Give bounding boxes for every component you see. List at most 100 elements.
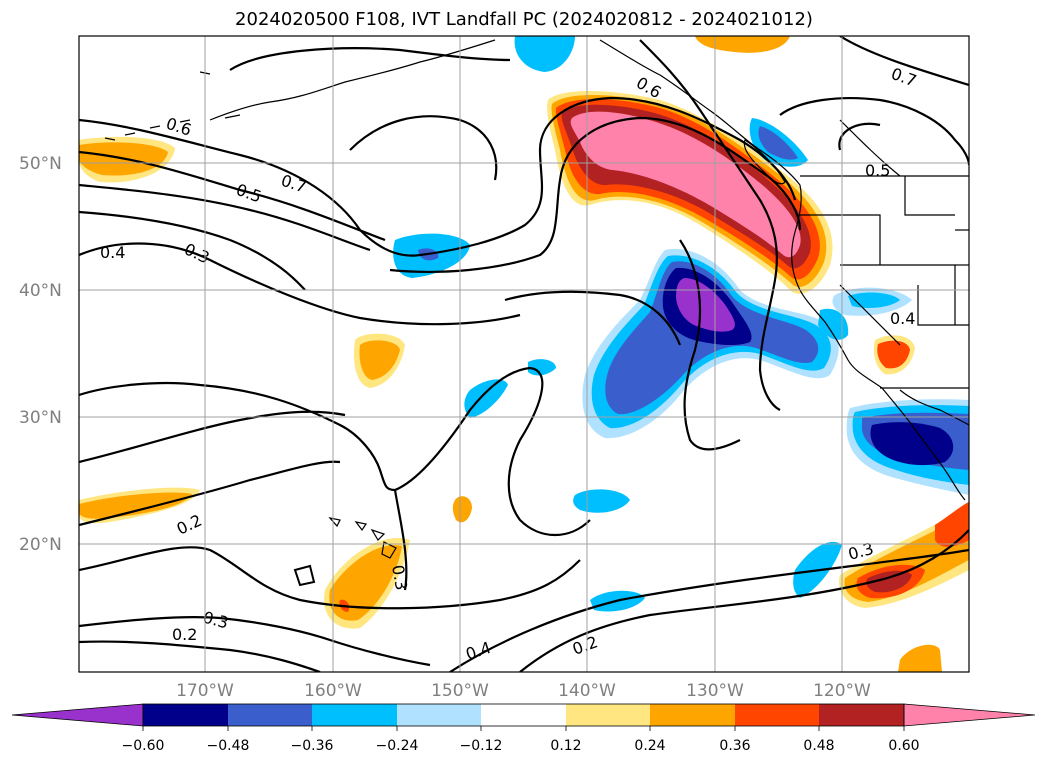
negative-nevada-core (848, 292, 900, 308)
contour-0.2-southeast (519, 529, 969, 672)
border-washington-idaho (904, 176, 955, 216)
lon-label-130w: 130°W (686, 681, 744, 701)
contour-0.4-west (79, 210, 306, 291)
contour-0.7-west (79, 150, 386, 242)
lon-label-160w: 160°W (304, 681, 362, 701)
contour-jet-north (229, 47, 511, 71)
contour-0.4-east (679, 239, 741, 451)
contour-label: 0.4 (100, 243, 125, 262)
contour-jet-inner (389, 116, 802, 273)
colorbar-segment (228, 704, 312, 726)
west-coast-us (791, 184, 883, 389)
se-alaska-coast (599, 39, 801, 186)
contour-0.2-west (79, 410, 346, 464)
border-oregon-california (800, 214, 881, 265)
map-frame (78, 35, 970, 673)
contour-0.5-west (79, 183, 371, 252)
colorbar-extend-left (11, 703, 144, 727)
hawaiian-island-oahu (354, 521, 367, 532)
positive-sw-darkred (866, 570, 912, 593)
island-18n (293, 564, 316, 587)
lat-label-50n: 50°N (19, 154, 62, 174)
hawaiian-island-maui (370, 528, 386, 541)
contour-0.6-coast (639, 39, 781, 411)
colorbar-segment (312, 704, 397, 726)
negative-small-32n (464, 379, 508, 418)
colorbar-segment (143, 704, 228, 726)
colorbar-tick-label: −0.24 (376, 738, 419, 754)
border-california-arizona (917, 285, 969, 326)
contour-label: 0.3 (388, 563, 411, 591)
colorbar-tick-label: 0.12 (550, 738, 581, 754)
aleutian-islands (104, 71, 241, 141)
mexico-gulf-coast (899, 389, 969, 426)
lon-label-150w: 150°W (431, 681, 489, 701)
colorbar-extend-right (903, 703, 1036, 727)
contour-hawaii-loop (393, 489, 408, 591)
colorbar-tick-label: 0.24 (634, 738, 665, 754)
chart-title: 2024020500 F108, IVT Landfall PC (202402… (235, 9, 813, 30)
lon-label-140w: 140°W (558, 681, 616, 701)
contour-main-middle (504, 290, 682, 346)
small-negative-north (514, 36, 575, 72)
colorbar-segment (566, 704, 650, 726)
colorbar-tick-label: 0.36 (719, 738, 750, 754)
contour-0.7-east (839, 36, 969, 87)
small-negative-bc-core (758, 126, 798, 160)
colorbar-tick-label: −0.48 (207, 738, 250, 754)
contour-0.2-south (79, 616, 431, 667)
colorbar-segment (481, 704, 566, 726)
colorbar-tick-label: −0.12 (460, 738, 503, 754)
colorbar-tick-label: −0.60 (122, 738, 165, 754)
gridlines (79, 36, 969, 672)
lon-label-170w: 170°W (176, 681, 234, 701)
positive-california-core (877, 340, 910, 369)
positive-south-edge (898, 644, 942, 672)
contour-label: 0.5 (865, 161, 890, 180)
colorbar-segment (735, 704, 819, 726)
border-bc-alberta (839, 119, 901, 177)
small-positive-north (695, 36, 790, 53)
positive-hawaii-core (329, 545, 402, 621)
contour-0.5-loop (779, 97, 969, 166)
negative-blob-purple (676, 278, 735, 332)
negative-small-33n (528, 359, 556, 376)
colorbar-segment (819, 704, 904, 726)
ivt-shading (79, 36, 969, 672)
colorbar-tick-label: 0.48 (803, 738, 834, 754)
islands (104, 71, 397, 587)
negative-ca-coast (818, 308, 849, 340)
contour-label: 0.2 (172, 625, 197, 644)
positive-small-22n (452, 496, 472, 523)
contour-0.6-west (79, 118, 421, 257)
hawaiian-island-big (381, 541, 397, 559)
contour-lines (79, 36, 969, 672)
colorbar-segment (397, 704, 481, 726)
lat-label-40n: 40°N (19, 281, 62, 301)
latitude-labels: 50°N 40°N 30°N 20°N (19, 154, 62, 555)
contour-0.4-southeast (449, 548, 969, 672)
contour-0.4-south (79, 366, 591, 537)
border-ca-nevada-diagonal (839, 284, 901, 346)
contour-label: 0.4 (890, 309, 915, 328)
positive-west-25n-core (79, 492, 192, 519)
contour-0.3-southeast (79, 640, 321, 672)
positive-sw-red-edge (935, 502, 969, 547)
positive-hawaii-north-core (359, 340, 400, 380)
lon-label-120w: 120°W (813, 681, 871, 701)
colorbar-segment (650, 704, 735, 726)
longitude-labels: 170°W 160°W 150°W 140°W 130°W 120°W (176, 681, 871, 701)
colorbar-tick-label: 0.60 (888, 738, 919, 754)
colorbar: −0.60 −0.48 −0.36 −0.24 −0.12 0.12 0.24 … (11, 703, 1036, 754)
contour-0.3-south (79, 546, 581, 610)
contour-0.2-mid (79, 460, 341, 527)
lat-label-30n: 30°N (19, 408, 62, 428)
contour-main-jet (419, 96, 797, 257)
baja-coast (881, 387, 966, 501)
contour-0.3-west (79, 242, 521, 326)
map-area: 0.6 0.7 0.5 0.4 0.3 0.7 0.5 0.4 0.2 0.3 … (79, 36, 969, 672)
lat-label-20n: 20°N (19, 535, 62, 555)
positive-band-pink (570, 111, 801, 258)
baja-negative-navy (870, 422, 954, 466)
